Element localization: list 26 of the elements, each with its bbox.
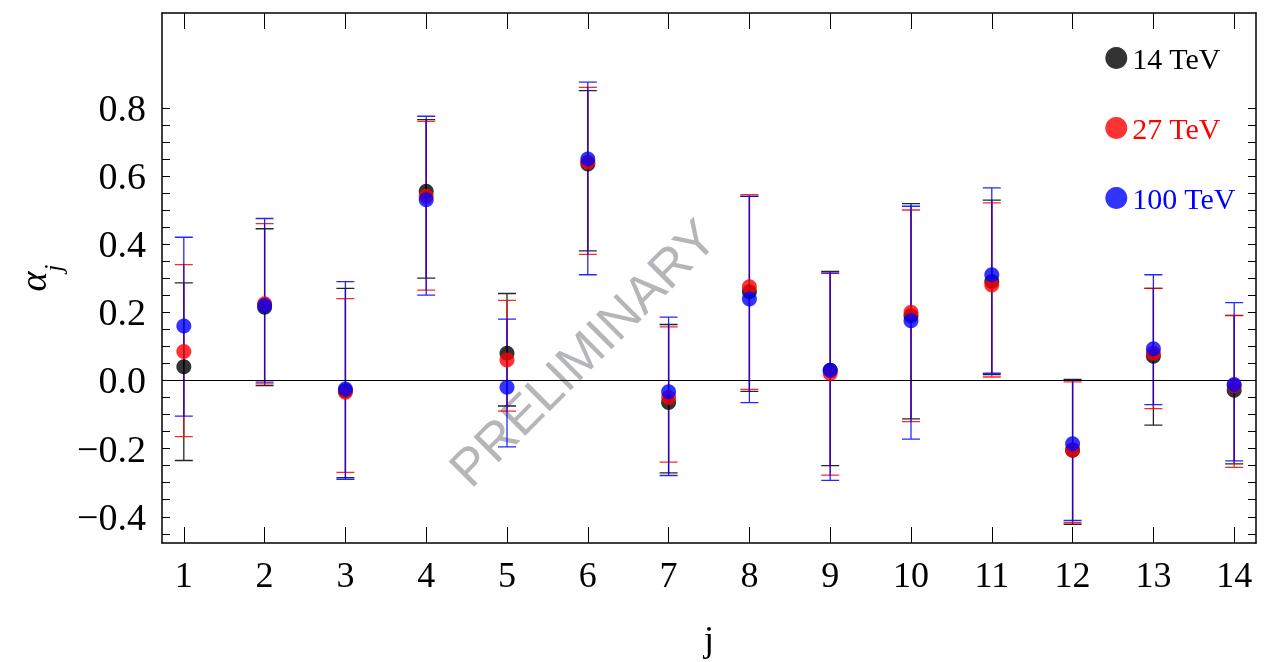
x-tick-label: 14	[1216, 555, 1253, 595]
y-tick-label: 0.6	[98, 154, 146, 197]
x-tick-label: 4	[417, 555, 436, 595]
x-tick-label: 10	[892, 555, 929, 595]
y-tick-label: 0.4	[98, 223, 146, 266]
y-tick-label: −0.4	[77, 495, 146, 538]
x-tick-label: 9	[821, 555, 840, 595]
x-tick-label: 13	[1135, 555, 1172, 595]
x-tick-label: 1	[174, 555, 193, 595]
y-tick-label: 0.2	[98, 291, 146, 334]
x-tick-label: 2	[255, 555, 274, 595]
x-axis-title: j	[701, 619, 715, 659]
x-tick-label: 6	[578, 555, 597, 595]
y-tick-label: 0.8	[98, 86, 146, 129]
legend-label: 27 TeV	[1132, 111, 1221, 145]
x-tick-label: 5	[498, 555, 517, 595]
x-tick-label: 12	[1054, 555, 1091, 595]
x-tick-label: 8	[740, 555, 759, 595]
legend-label: 100 TeV	[1132, 181, 1236, 215]
y-tick-label: 0.0	[98, 359, 146, 402]
x-tick-label: 11	[974, 555, 1010, 595]
x-tick-label: 3	[336, 555, 355, 595]
legend-label: 14 TeV	[1132, 41, 1221, 75]
y-tick-label: −0.2	[77, 427, 146, 470]
y-axis-title: αj	[12, 264, 68, 292]
x-tick-label: 7	[659, 555, 678, 595]
